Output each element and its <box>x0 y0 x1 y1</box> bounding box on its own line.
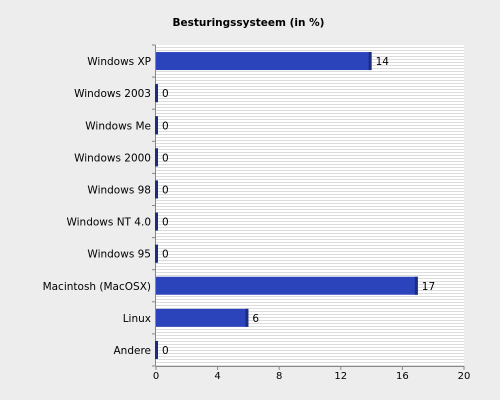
value-label: 0 <box>162 345 169 357</box>
bar-edge <box>155 84 158 103</box>
category-label: Windows 2003 <box>74 88 151 100</box>
chart-title: Besturingssysteem (in %) <box>172 17 325 29</box>
value-label: 14 <box>376 56 390 68</box>
value-label: 0 <box>162 184 169 196</box>
bar-edge <box>245 308 249 327</box>
value-label: 6 <box>252 313 259 325</box>
bar-edge <box>414 276 418 295</box>
category-label: Macintosh (MacOSX) <box>43 281 151 293</box>
bar-edge <box>155 180 158 199</box>
value-label: 17 <box>422 281 435 293</box>
value-label: 0 <box>162 88 169 100</box>
category-label: Windows XP <box>87 56 151 68</box>
bar-edge <box>155 148 158 167</box>
value-label: 0 <box>162 249 169 261</box>
bar-edge <box>155 116 158 135</box>
value-label: 0 <box>162 217 169 229</box>
value-label: 0 <box>162 120 169 132</box>
category-label: Windows Me <box>85 120 151 132</box>
bar-edge <box>155 212 158 231</box>
bar-edge <box>155 340 158 359</box>
bar <box>156 52 372 71</box>
bar <box>156 308 249 327</box>
x-tick-label: 0 <box>153 371 159 382</box>
category-label: Windows 98 <box>87 184 151 196</box>
category-label: Linux <box>123 313 151 325</box>
x-tick-label: 4 <box>214 371 220 382</box>
x-tick-label: 12 <box>334 371 347 382</box>
category-label: Andere <box>113 345 151 357</box>
category-label: Windows 95 <box>87 249 151 261</box>
bar-edge <box>368 52 372 71</box>
bar-edge <box>155 244 158 263</box>
category-label: Windows NT 4.0 <box>66 217 151 229</box>
value-label: 0 <box>162 152 169 164</box>
x-tick-label: 20 <box>458 371 471 382</box>
category-label: Windows 2000 <box>74 152 151 164</box>
x-tick-label: 8 <box>276 371 282 382</box>
bar <box>156 276 418 295</box>
x-tick-label: 16 <box>396 371 409 382</box>
